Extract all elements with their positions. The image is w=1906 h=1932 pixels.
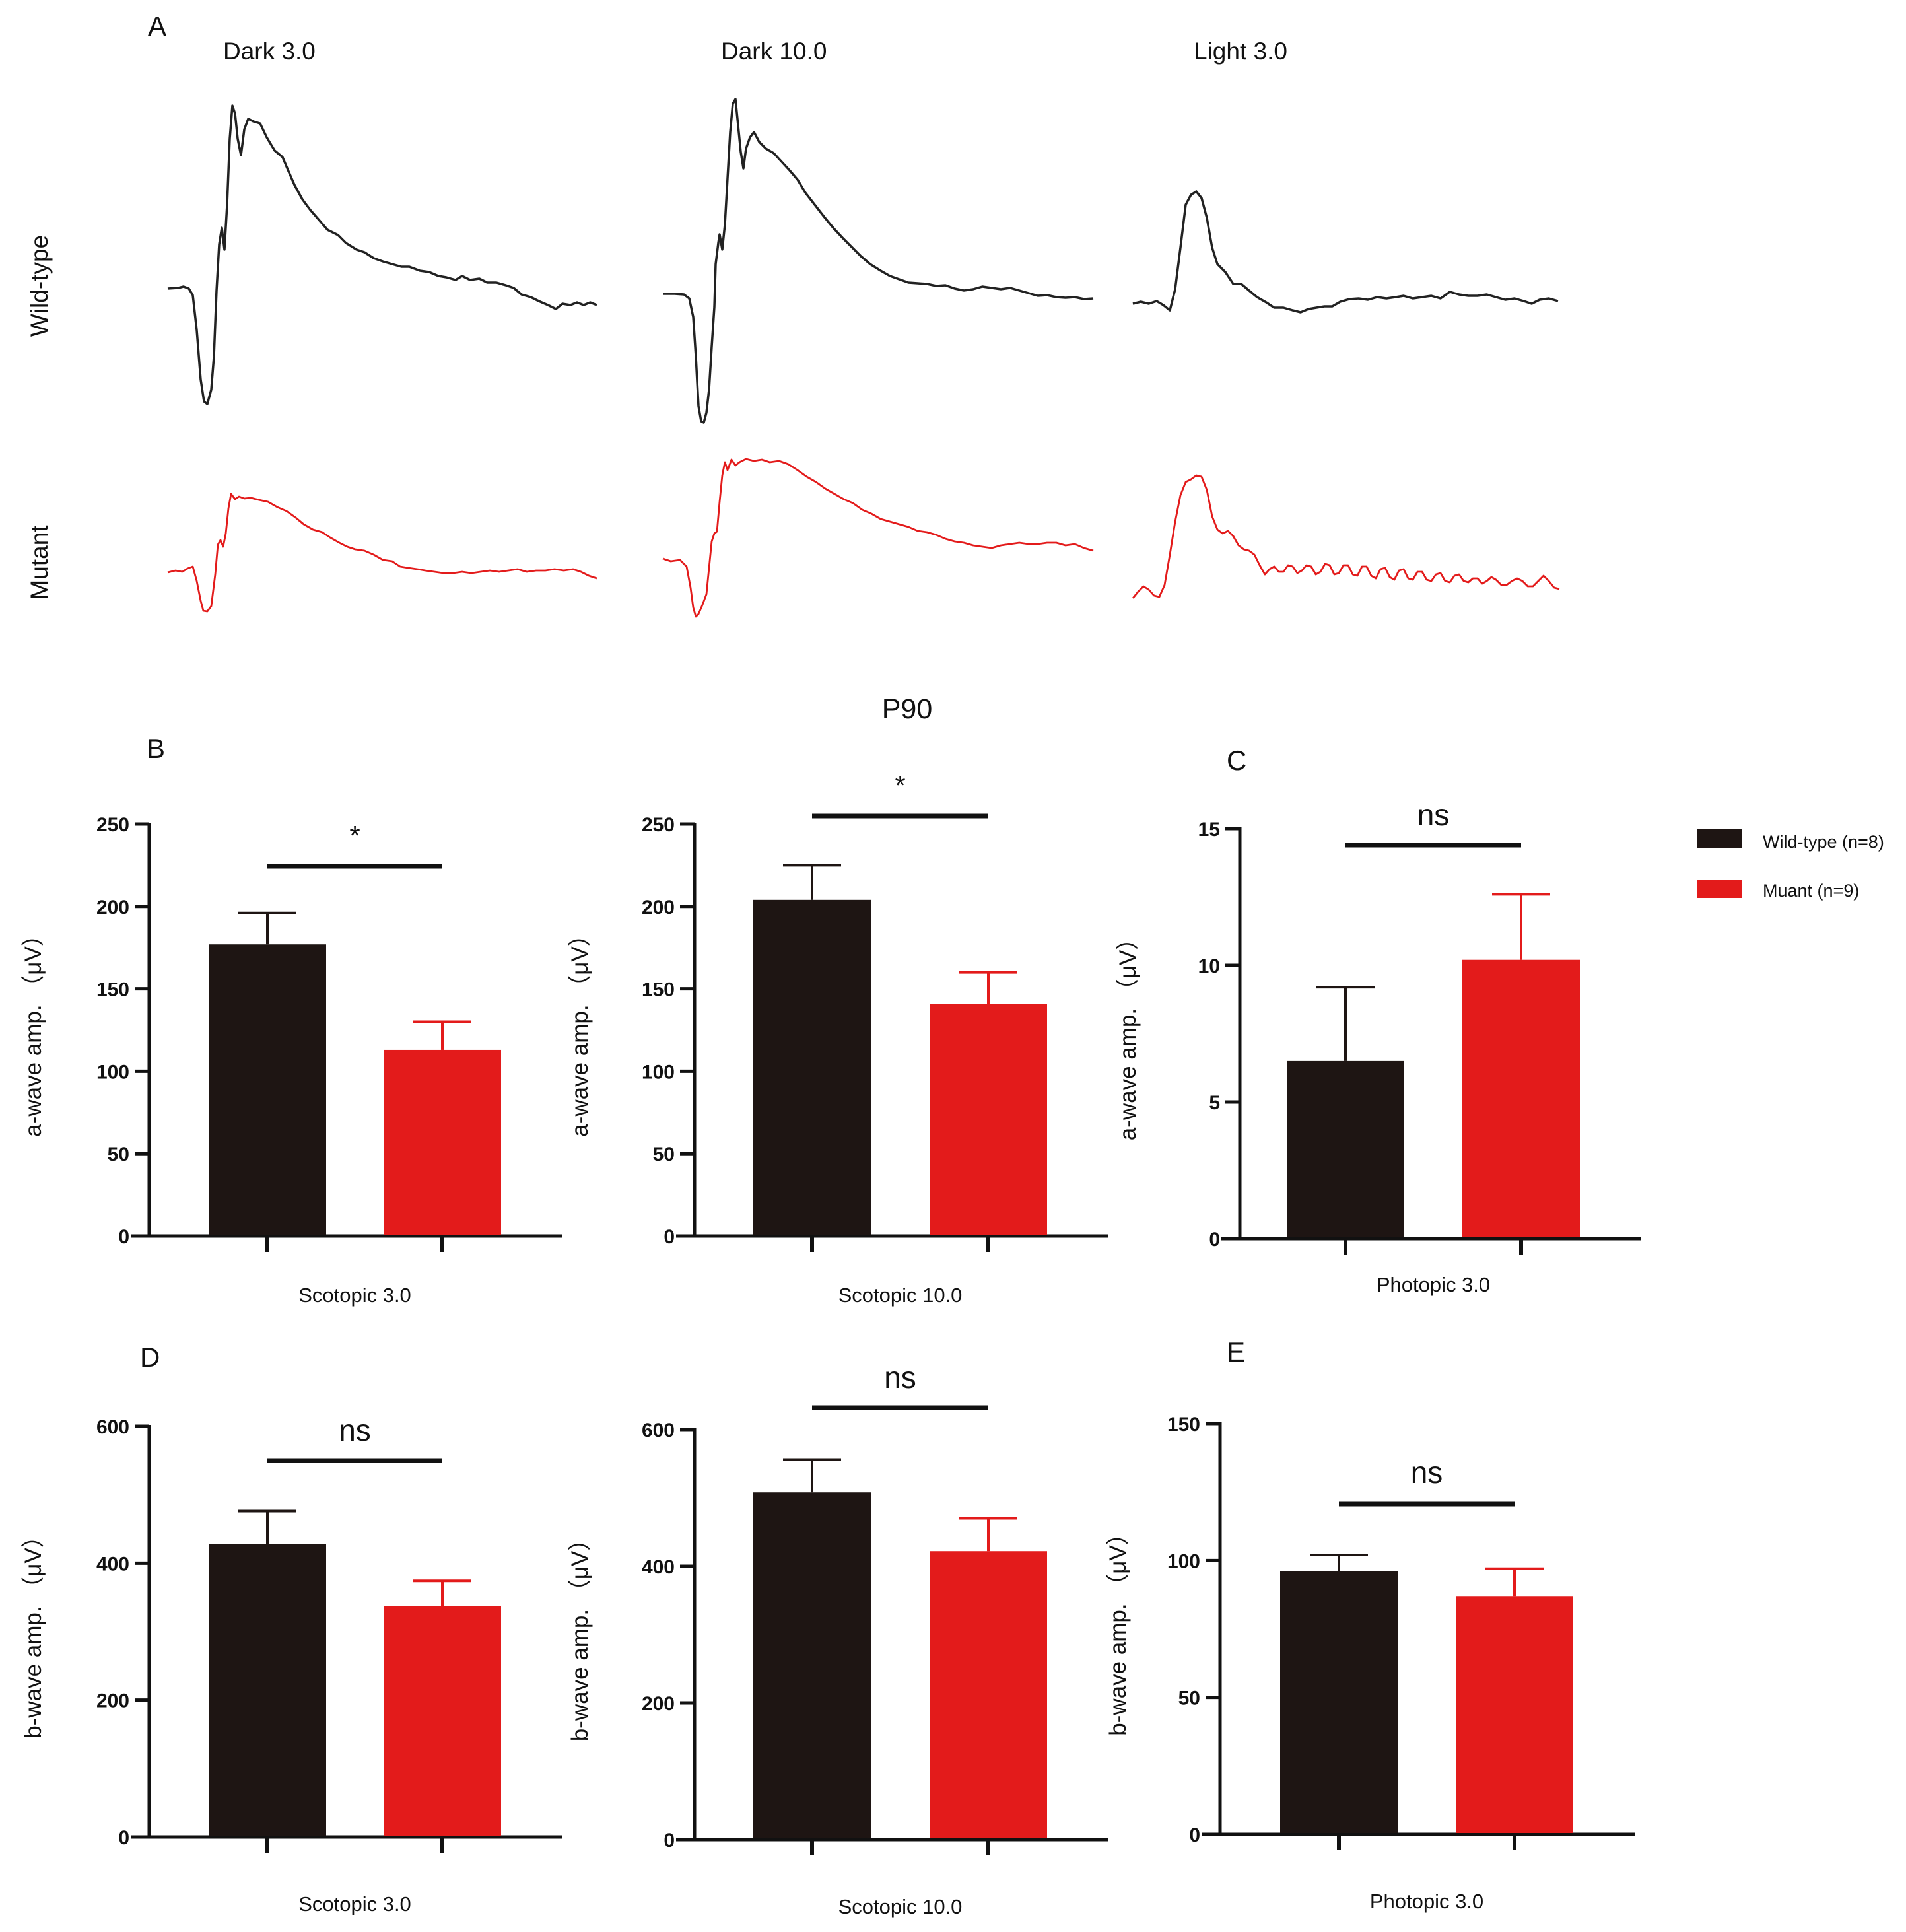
y-tick-label: 600 [96,1416,129,1438]
bar-wild-type [1287,1060,1404,1237]
y-tick-label: 100 [96,1061,129,1083]
legend-swatch-mutant [1697,880,1742,898]
panel-label-e: E [1227,1336,1245,1367]
y-tick-label: 50 [1178,1688,1200,1709]
bar-mutant [384,1049,501,1235]
y-tick-label: 200 [642,897,675,918]
condition-label-dark-3: Dark 3.0 [223,38,316,65]
bar-mutant [930,1551,1047,1838]
bar-mutant [930,1004,1047,1235]
y-tick-label: 200 [96,1690,129,1712]
y-tick-label: 150 [642,979,675,1001]
y-axis-label: a-wave amp. （μV） [567,923,593,1137]
panel-label-b: B [147,733,165,764]
bar-mutant [384,1606,501,1836]
legend-swatch-wild-type [1697,829,1742,848]
y-tick-label: 250 [96,814,129,836]
legend-label-mutant: Muant (n=9) [1763,881,1859,901]
y-tick-label: 0 [118,1827,129,1849]
bar-chart-scotopic-10-b-wave: 0 200 400 600 ns b-wave amp. （μV） Scotopic 10.… [567,1360,1108,1918]
bar-mutant [1462,959,1580,1237]
y-tick-label: 600 [642,1420,675,1441]
row-label-mutant: Mutant [26,525,53,600]
y-axis-label: b-wave amp. （μV） [567,1528,593,1742]
y-tick-label: 10 [1198,955,1220,977]
y-tick-label: 400 [96,1553,129,1575]
condition-label-dark-10: Dark 10.0 [721,38,827,65]
bar-wild-type [753,899,871,1235]
significance-label: ns [1411,1455,1443,1490]
significance-label: ns [1417,798,1450,832]
panel-label-d: D [140,1342,160,1373]
significance-label: * [895,770,905,801]
bar-chart-photopic-3-b-wave: 0 50 100 150 ns b-wave amp. （μV） Photopic 3.0 [1105,1414,1635,1913]
y-axis-label: b-wave amp. （μV） [20,1525,46,1739]
y-tick-label: 50 [108,1144,129,1165]
bar-chart-scotopic-3-a-wave: 0 50 100 150 200 250 * a-wave amp. （μV） Scotopic… [20,814,562,1307]
bar-chart-scotopic-10-a-wave: 0 50 100 150 200 250 * a-wave amp. （μV） Scotopic… [567,770,1108,1307]
panel-label-a: A [148,11,166,42]
y-tick-label: 50 [653,1144,675,1165]
legend: Wild-type (n=8) Muant (n=9) [1697,829,1884,901]
y-tick-label: 5 [1209,1092,1220,1114]
trace-wild-type-light-3 [1132,190,1559,314]
bar-wild-type [209,944,326,1235]
bar-wild-type [753,1492,871,1838]
figure-title-p90: P90 [882,693,933,725]
x-axis-label: Scotopic 3.0 [298,1892,411,1915]
trace-mutant-dark-10 [662,458,1094,618]
y-tick-label: 0 [664,1830,675,1851]
row-label-wild-type: Wild-type [26,235,53,337]
y-tick-label: 150 [1167,1414,1200,1435]
trace-mutant-dark-3 [167,493,597,613]
significance-label: ns [884,1360,916,1395]
y-tick-label: 100 [1167,1550,1200,1572]
x-axis-label: Scotopic 10.0 [838,1284,963,1307]
trace-wild-type-dark-3 [167,104,597,405]
y-axis-label: b-wave amp. （μV） [1105,1522,1131,1736]
y-tick-label: 200 [96,897,129,918]
y-tick-label: 0 [1189,1824,1200,1846]
y-axis-label: a-wave amp. （μV） [20,923,46,1137]
bar-chart-photopic-3-a-wave: 0 5 10 15 ns a-wave amp. （μV） Photopic 3.0 [1115,798,1641,1296]
y-tick-label: 15 [1198,819,1220,841]
y-tick-label: 200 [642,1693,675,1715]
trace-wild-type-dark-10 [663,98,1094,424]
y-tick-label: 100 [642,1061,675,1083]
panel-label-c: C [1227,745,1246,776]
x-axis-label: Photopic 3.0 [1377,1273,1490,1296]
x-axis-label: Photopic 3.0 [1370,1890,1483,1913]
y-tick-label: 0 [664,1226,675,1248]
trace-mutant-light-3 [1132,474,1560,599]
condition-label-light-3: Light 3.0 [1194,38,1287,65]
y-tick-label: 150 [96,979,129,1001]
x-axis-label: Scotopic 3.0 [298,1284,411,1307]
bar-wild-type [1280,1571,1398,1833]
significance-label: ns [339,1413,371,1447]
bar-wild-type [209,1544,326,1836]
y-tick-label: 250 [642,814,675,836]
y-tick-label: 0 [118,1226,129,1248]
bar-chart-scotopic-3-b-wave: 0 200 400 600 ns b-wave amp. （μV） Scotopic 3.0 [20,1413,562,1915]
significance-label: * [349,820,360,851]
legend-label-wild-type: Wild-type (n=8) [1763,832,1884,852]
y-tick-label: 400 [642,1556,675,1578]
x-axis-label: Scotopic 10.0 [838,1895,963,1918]
y-axis-label: a-wave amp. （μV） [1115,927,1141,1141]
y-tick-label: 0 [1209,1229,1220,1251]
bar-mutant [1456,1596,1573,1833]
